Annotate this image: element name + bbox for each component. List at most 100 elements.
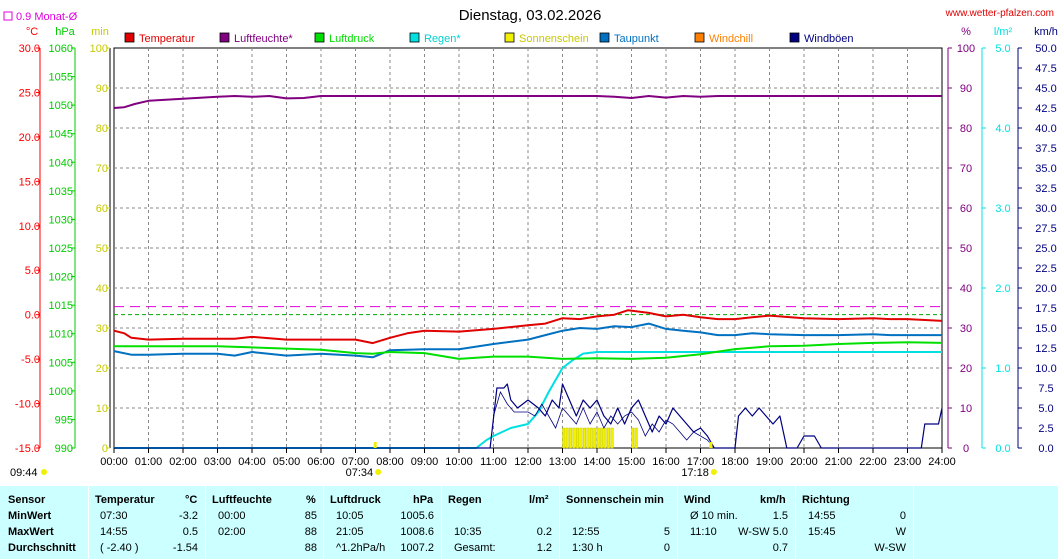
sunshine-tick-label: 80: [96, 123, 108, 135]
x-tick-label: 06:00: [307, 456, 335, 468]
sunshine-tick-label: 30: [96, 323, 108, 335]
x-tick-label: 03:00: [204, 456, 232, 468]
sunshine-tick-label: 10: [96, 403, 108, 415]
stats-press-val: 1007.2: [400, 542, 434, 554]
stats-press-time: 21:05: [336, 526, 364, 538]
sun-icon: [375, 469, 382, 475]
rain-unit-label: l/m²: [994, 26, 1013, 38]
pressure-tick-label: 1015: [49, 300, 73, 312]
x-tick-label: 20:00: [790, 456, 818, 468]
sunshine-bar: [576, 427, 579, 449]
stats-wind-val: 0.7: [772, 542, 788, 554]
wind-tick-label: 37.5: [1035, 143, 1056, 155]
site-link[interactable]: www.wetter-pfalzen.com: [945, 8, 1054, 19]
temperature-tick-label: 15.0: [19, 176, 40, 188]
sunshine-bar: [603, 427, 607, 449]
stats-temp-val: -3.2: [179, 510, 198, 522]
legend-label: Regen*: [424, 33, 461, 45]
x-tick-label: 09:00: [411, 456, 439, 468]
stats-wind-val: W-SW 5.0: [738, 526, 788, 538]
legend-swatch: [694, 32, 705, 43]
humidity-tick-label: 30: [960, 323, 972, 335]
sun-icon: [710, 469, 717, 475]
rain-tick-label: 5.0: [995, 43, 1010, 55]
chart-grid: [113, 47, 943, 449]
temperature-tick-label: 10.0: [19, 221, 40, 233]
series-luftfeuchte: [113, 95, 942, 109]
pressure-tick-label: 1000: [49, 386, 73, 398]
temperature-tick-label: -15.0: [15, 443, 40, 455]
stats-rain-val: 0.2: [536, 526, 552, 538]
header-humidity: Luftfeuchte: [212, 494, 272, 506]
pressure-tick-label: 1040: [49, 157, 73, 169]
stats-temp-time: ( -2.40 ): [100, 542, 139, 554]
x-tick-label: 04:00: [238, 456, 266, 468]
x-tick-label: 15:00: [618, 456, 646, 468]
sunshine-bar: [579, 427, 583, 449]
wind-tick-label: 32.5: [1035, 183, 1056, 195]
stats-sun-val: 5: [663, 526, 670, 538]
chart-title: Dienstag, 03.02.2026: [459, 7, 602, 24]
x-tick-label: 24:00: [928, 456, 956, 468]
wind-tick-label: 22.5: [1035, 263, 1056, 275]
stats-press-time: ^1.2hPa/h: [336, 542, 386, 554]
stats-label: Durchschnitt: [8, 542, 76, 554]
sunshine-bar: [562, 427, 566, 449]
sunshine-tick-label: 50: [96, 243, 108, 255]
x-tick-label: 10:00: [445, 456, 473, 468]
legend-label: Luftdruck: [329, 33, 375, 45]
stats-press-val: 1005.6: [400, 510, 434, 522]
header-temperature: Temperatur: [95, 494, 155, 506]
x-tick-label: 07:00: [342, 456, 370, 468]
stats-hum-val: 88: [304, 526, 317, 538]
temperature-tick-label: 20.0: [19, 132, 40, 144]
x-tick-label: 21:00: [825, 456, 853, 468]
humidity-tick-label: 60: [960, 203, 972, 215]
stats-temp-time: 07:30: [100, 510, 128, 522]
stats-sun-time: 12:55: [572, 526, 600, 538]
legend-swatch: [504, 32, 515, 43]
wind-tick-label: 15.0: [1035, 323, 1056, 335]
stats-sun-val: 0: [663, 542, 670, 554]
stats-wind-time: 11:10: [690, 526, 717, 538]
sunshine-bar: [586, 427, 590, 449]
humidity-tick-label: 90: [960, 83, 972, 95]
pressure-tick-label: 1060: [49, 43, 73, 55]
pressure-unit-label: hPa: [55, 26, 75, 38]
header-pressure: Luftdruck: [330, 494, 381, 506]
wind-tick-label: 7.5: [1038, 383, 1053, 395]
stats-dir-val: 0: [899, 510, 906, 522]
rain-tick-label: 2.0: [995, 283, 1010, 295]
wind-tick-label: 27.5: [1035, 223, 1056, 235]
wind-tick-label: 10.0: [1035, 363, 1056, 375]
x-tick-label: 13:00: [549, 456, 577, 468]
header-pressure-unit: hPa: [413, 494, 434, 506]
rain-tick-label: 1.0: [995, 363, 1010, 375]
wind-tick-label: 5.0: [1038, 403, 1053, 415]
x-tick-label: 08:00: [376, 456, 404, 468]
wind-tick-label: 30.0: [1035, 203, 1056, 215]
chart-legend: Temperatur Luftfeuchte* Luftdruck Regen* Son…: [124, 32, 854, 45]
temperature-tick-label: 30.0: [19, 43, 40, 55]
sunshine-bar: [634, 427, 638, 449]
temperature-unit-label: °C: [26, 26, 38, 38]
header-wind: Wind: [684, 494, 711, 506]
legend-label: Luftfeuchte*: [234, 33, 293, 45]
sunshine-unit-label: min: [91, 26, 109, 38]
header-sensor: Sensor: [8, 494, 46, 506]
x-tick-label: 12:00: [514, 456, 542, 468]
x-tick-label: 18:00: [721, 456, 749, 468]
legend-swatch: [409, 32, 420, 43]
chart-series: [113, 95, 943, 449]
sunshine-tick-label: 40: [96, 283, 108, 295]
sunshine-tick-label: 100: [90, 43, 108, 55]
stats-label: MinWert: [8, 510, 52, 522]
sun-icon: [41, 469, 47, 475]
stats-hum-time: 02:00: [218, 526, 246, 538]
stats-rain-time: Gesamt:: [454, 542, 496, 554]
wind-unit-label: km/h: [1034, 26, 1058, 38]
stats-rain-val: 1.2: [536, 542, 552, 554]
wind-tick-label: 40.0: [1035, 123, 1056, 135]
wind-tick-label: 2.5: [1038, 423, 1053, 435]
sunshine-tick-label: 90: [96, 83, 108, 95]
